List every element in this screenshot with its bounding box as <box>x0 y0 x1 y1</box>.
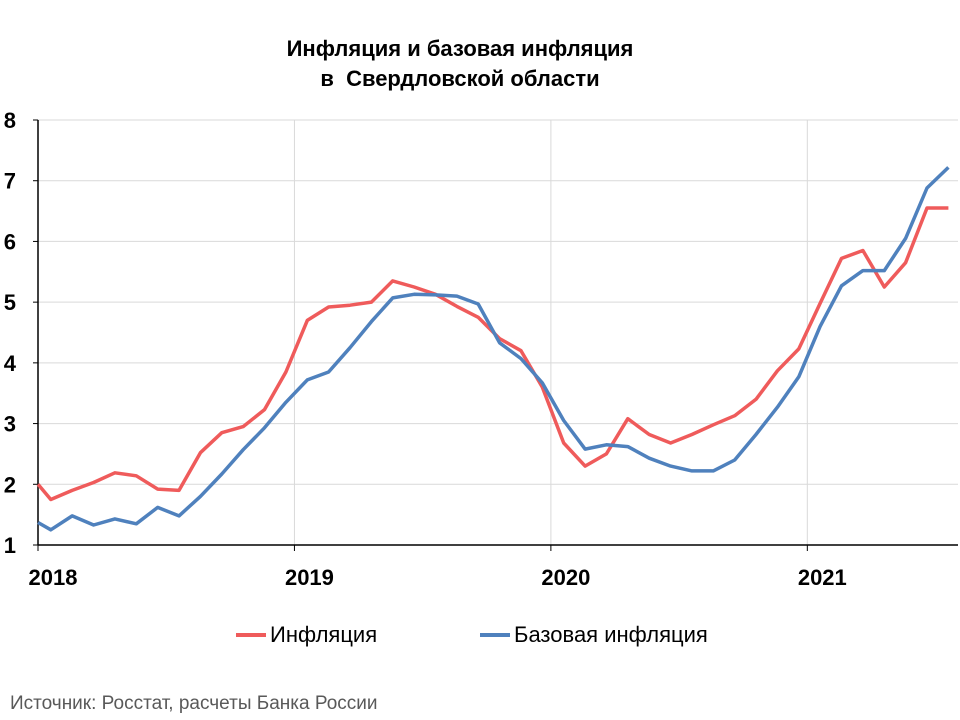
series-line-inflation <box>36 206 949 502</box>
legend-label-core-inflation: Базовая инфляция <box>514 622 708 647</box>
x-tick-label: 2018 <box>29 565 78 590</box>
y-tick-label: 6 <box>4 229 16 254</box>
y-tick-label: 1 <box>4 533 16 558</box>
y-tick-label: 4 <box>4 351 17 376</box>
y-tick-label: 8 <box>4 108 16 133</box>
y-tick-label: 2 <box>4 472 16 497</box>
series-line-core-inflation <box>37 166 950 532</box>
y-tick-label: 3 <box>4 412 16 437</box>
x-tick-label: 2021 <box>798 565 847 590</box>
legend-label-inflation: Инфляция <box>270 622 378 647</box>
legend-swatch-inflation <box>236 633 266 637</box>
chart-title-line-1: Инфляция и базовая инфляция <box>286 36 634 61</box>
x-tick-label: 2019 <box>285 565 334 590</box>
legend-swatch-core-inflation <box>480 633 510 637</box>
chart-title-line-2: в Свердловской области <box>320 66 600 91</box>
source-note: Источник: Росстат, расчеты Банка России <box>10 693 378 714</box>
legend-item-core-inflation: Базовая инфляция <box>480 622 708 648</box>
x-tick-label: 2020 <box>541 565 590 590</box>
legend-item-inflation: Инфляция <box>236 622 377 648</box>
y-tick-label: 5 <box>4 290 16 315</box>
chart-title: Инфляция и базовая инфляция в Свердловск… <box>0 34 920 94</box>
y-tick-label: 7 <box>4 169 16 194</box>
